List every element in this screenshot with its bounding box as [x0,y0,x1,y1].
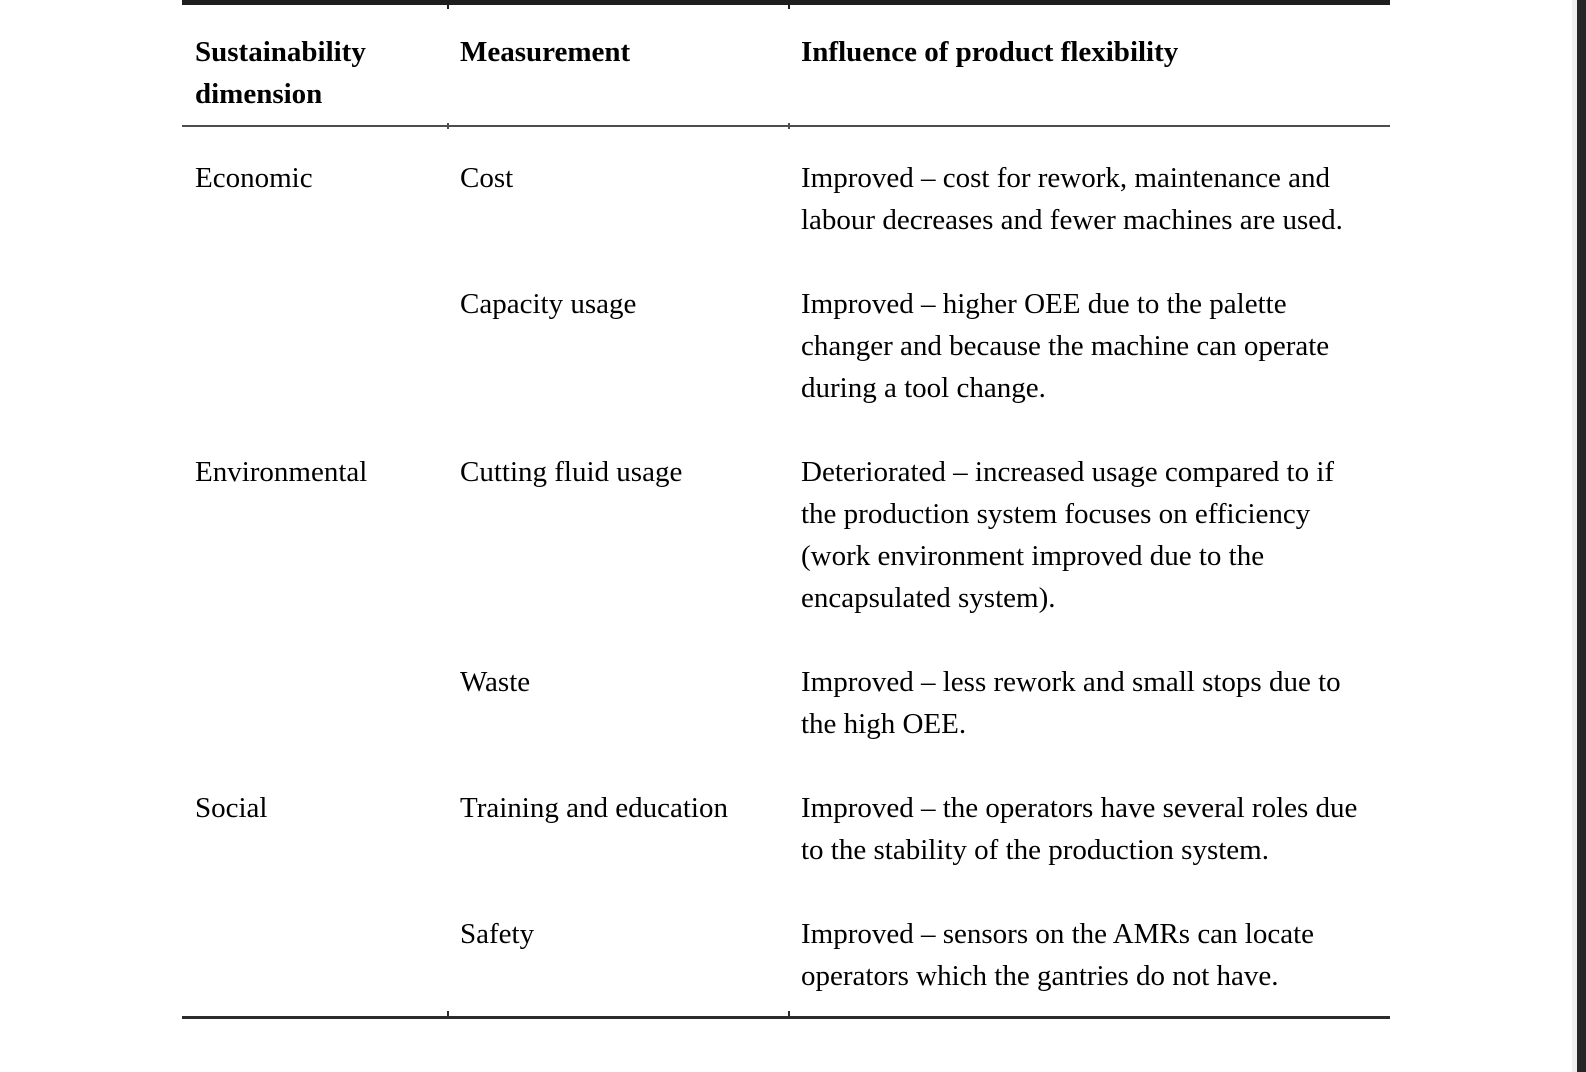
viewer-edge-bar [1577,0,1586,1072]
table-bottom-rule [182,1011,1390,1019]
dimension-cell: Environmental [195,456,368,488]
influence-cell: Improved – sensors on the AMRs can locat… [801,918,1315,992]
col-header-influence: Influence of product flexibility [801,36,1179,68]
col-header-sustainability-dimension: Sustainability dimension [195,36,366,110]
dimension-cell: Social [195,792,268,824]
table-row: Environmental Cutting fluid usage Deteri… [182,451,1390,619]
dimension-cell [182,283,447,409]
table-row: Economic Cost Improved – cost for rework… [182,157,1390,241]
table-top-rule [182,0,1390,9]
measurement-cell: Waste [460,666,531,698]
influence-cell: Improved – the operators have several ro… [801,792,1358,866]
measurement-cell: Cost [460,162,514,194]
measurement-cell: Cutting fluid usage [460,456,683,488]
column-divider-tick [447,0,449,9]
column-divider-tick [788,1011,790,1019]
col-header-measurement: Measurement [460,36,631,68]
influence-cell: Improved – cost for rework, maintenance … [801,162,1343,236]
dimension-cell: Economic [195,162,313,194]
dimension-cell [182,661,447,745]
table-row: Capacity usage Improved – higher OEE due… [182,283,1390,409]
influence-cell: Improved – higher OEE due to the palette… [801,288,1330,404]
column-divider-tick [447,1011,449,1019]
influence-cell: Improved – less rework and small stops d… [801,666,1341,740]
measurement-cell: Capacity usage [460,288,637,320]
table-body: Economic Cost Improved – cost for rework… [182,127,1390,1016]
table-row: Social Training and education Improved –… [182,787,1390,871]
viewer-edge-highlight [1572,0,1577,1072]
column-divider-tick [788,0,790,9]
column-divider-tick [447,123,449,129]
table-header-rule [182,123,1390,129]
measurement-cell: Training and education [460,792,728,824]
measurement-cell: Safety [460,918,535,950]
influence-cell: Deteriorated – increased usage compared … [801,456,1335,614]
column-divider-tick [788,123,790,129]
sustainability-table: Sustainability dimension Measurement Inf… [182,0,1390,1019]
table-row: Safety Improved – sensors on the AMRs ca… [182,913,1390,997]
table-row: Waste Improved – less rework and small s… [182,661,1390,745]
dimension-cell [182,913,447,997]
table-header-row: Sustainability dimension Measurement Inf… [182,5,1390,125]
